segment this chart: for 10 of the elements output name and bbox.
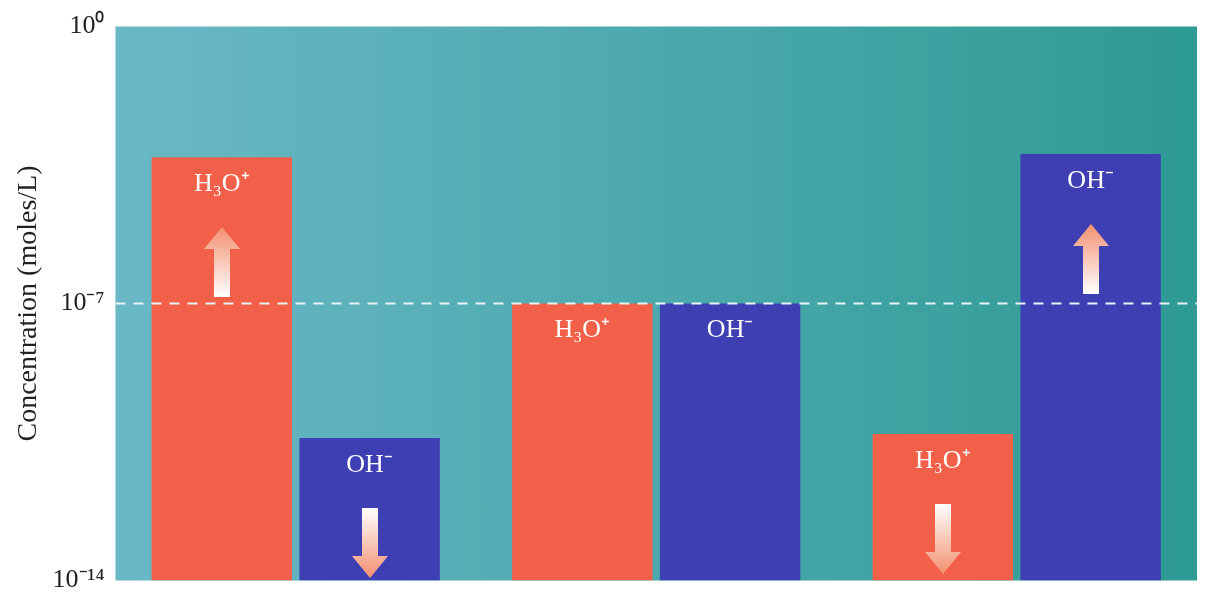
text: OH⁻ xyxy=(706,314,754,344)
y-tick-label: 10⁻⁷ xyxy=(60,287,105,317)
y-axis-title: Concentration (moles/L) xyxy=(11,165,43,442)
text: H₃O⁺ xyxy=(554,314,611,344)
series-label: H₃O⁺ xyxy=(194,168,250,198)
y-tick-label: 10⁰ xyxy=(69,10,105,40)
series-label: OH⁻ xyxy=(346,448,393,478)
text: H₃O⁺ xyxy=(915,444,971,474)
text: OH⁻ xyxy=(1067,164,1114,194)
y-tick-label: 10⁻¹⁴ xyxy=(52,564,105,594)
